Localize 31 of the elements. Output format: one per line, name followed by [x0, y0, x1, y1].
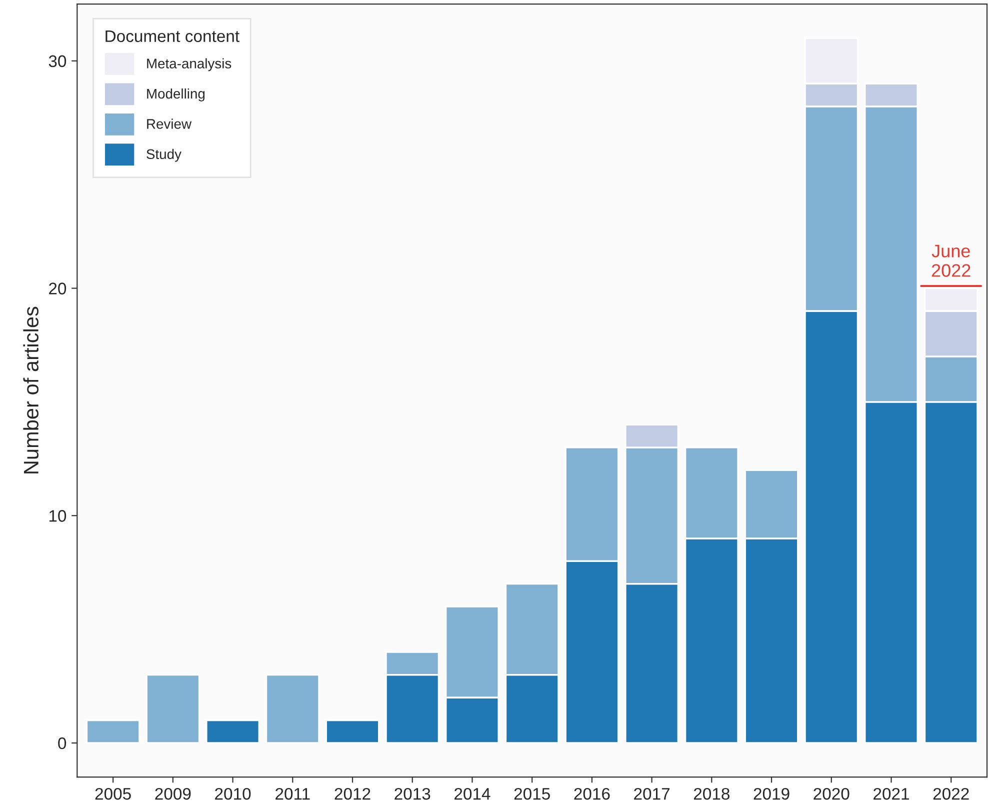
x-tick-label: 2010	[215, 788, 251, 800]
x-tick-label: 2011	[276, 788, 310, 800]
x-tick-label: 2013	[394, 788, 430, 800]
legend-label: Study	[146, 148, 182, 162]
annotation: June 2022	[932, 244, 970, 277]
x-tick-label: 2015	[514, 788, 550, 800]
y-tick-label: 20	[49, 282, 66, 294]
x-tick-label: 2017	[634, 788, 670, 800]
bar	[86, 719, 140, 744]
x-tick-label: 2021	[874, 788, 909, 800]
x-tick-label: 2022	[933, 788, 969, 800]
bar	[325, 719, 380, 744]
bar	[146, 674, 200, 744]
bar	[206, 719, 260, 744]
y-tick-label: 30	[48, 55, 66, 68]
x-tick-label: 2009	[155, 788, 191, 800]
legend-title: Document content	[106, 30, 240, 42]
y-tick-label: 0	[58, 737, 66, 750]
x-tick-label: 2005	[95, 788, 131, 800]
y-tick-label: 10	[49, 510, 66, 522]
legend-label: Review	[147, 118, 192, 129]
x-tick-label: 2019	[754, 788, 790, 800]
x-tick-label: 2018	[694, 788, 730, 800]
legend-label: Modelling	[147, 88, 205, 102]
legend-label: Meta-analysis	[147, 58, 232, 72]
x-tick-label: 2016	[574, 788, 610, 800]
x-tick-label: 2014	[454, 788, 490, 800]
x-tick-label: 2012	[334, 788, 370, 800]
bar	[265, 674, 320, 744]
x-tick-label: 2020	[814, 788, 850, 800]
y-axis-title: Number of articles	[23, 306, 39, 474]
